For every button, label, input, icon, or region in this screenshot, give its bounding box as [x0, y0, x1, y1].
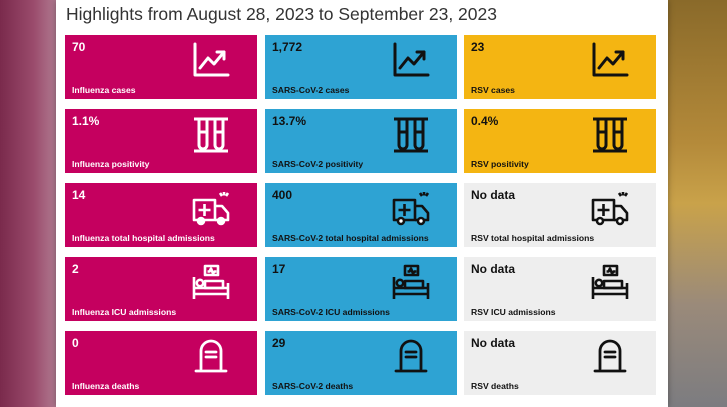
tile-label: RSV deaths	[471, 381, 519, 391]
tile-value: 1.1%	[72, 114, 100, 128]
tile-value: No data	[471, 262, 516, 276]
tile-value: 400	[272, 188, 293, 202]
ambulance-icon	[590, 189, 630, 227]
tombstone-icon	[191, 337, 231, 375]
tile-influenza-icu-admissions: 2 Influenza ICU admissions	[65, 257, 257, 321]
trend-chart-icon	[391, 41, 431, 79]
test-tubes-icon	[191, 115, 231, 153]
ambulance-icon	[191, 189, 231, 227]
tile-value: 1,772	[272, 40, 303, 54]
tile-label: RSV positivity	[471, 159, 529, 169]
hospital-bed-icon	[391, 263, 431, 301]
ambulance-icon	[391, 189, 431, 227]
page-title: Highlights from August 28, 2023 to Septe…	[66, 4, 497, 24]
trend-chart-icon	[590, 41, 630, 79]
tile-label: Influenza cases	[72, 85, 136, 95]
tombstone-icon	[391, 337, 431, 375]
tile-label: RSV total hospital admissions	[471, 233, 595, 243]
tile-influenza-cases: 70 Influenza cases	[65, 35, 257, 99]
tile-label: Influenza positivity	[72, 159, 150, 169]
background-right	[668, 0, 727, 407]
tile-value: 23	[471, 40, 485, 54]
tile-value: No data	[471, 188, 516, 202]
tile-value: 2	[72, 262, 79, 276]
tile-sars-cov-2-cases: 1,772 SARS-CoV-2 cases	[265, 35, 457, 99]
highlights-panel: Highlights from August 28, 2023 to Septe…	[56, 0, 668, 407]
tile-influenza-deaths: 0 Influenza deaths	[65, 331, 257, 395]
tile-label: SARS-CoV-2 deaths	[272, 381, 354, 391]
tile-label: Influenza deaths	[72, 381, 140, 391]
tile-sars-cov-2-positivity: 13.7% SARS-CoV-2 positivity	[265, 109, 457, 173]
tile-influenza-hospital-admissions: 14 Influenza total hospital admissions	[65, 183, 257, 247]
hospital-bed-icon	[191, 263, 231, 301]
tile-label: Influenza ICU admissions	[72, 307, 177, 317]
tile-value: 70	[72, 40, 86, 54]
tile-label: Influenza total hospital admissions	[72, 233, 215, 243]
tile-sars-cov-2-icu-admissions: 17 SARS-CoV-2 ICU admissions	[265, 257, 457, 321]
tile-rsv-positivity: 0.4% RSV positivity	[464, 109, 656, 173]
tile-value: 17	[272, 262, 286, 276]
tile-value: 0	[72, 336, 79, 350]
tile-label: SARS-CoV-2 ICU admissions	[272, 307, 390, 317]
tile-label: SARS-CoV-2 positivity	[272, 159, 364, 169]
hospital-bed-icon	[590, 263, 630, 301]
test-tubes-icon	[391, 115, 431, 153]
tile-label: RSV ICU admissions	[471, 307, 556, 317]
test-tubes-icon	[590, 115, 630, 153]
tile-rsv-icu-admissions: No data RSV ICU admissions	[464, 257, 656, 321]
trend-chart-icon	[191, 41, 231, 79]
tile-sars-cov-2-hospital-admissions: 400 SARS-CoV-2 total hospital admissions	[265, 183, 457, 247]
tile-value: No data	[471, 336, 516, 350]
tile-value: 29	[272, 336, 286, 350]
tile-label: RSV cases	[471, 85, 515, 95]
tile-value: 13.7%	[272, 114, 307, 128]
tile-sars-cov-2-deaths: 29 SARS-CoV-2 deaths	[265, 331, 457, 395]
tile-value: 0.4%	[471, 114, 499, 128]
tile-rsv-deaths: No data RSV deaths	[464, 331, 656, 395]
tile-rsv-cases: 23 RSV cases	[464, 35, 656, 99]
tile-value: 14	[72, 188, 86, 202]
tile-label: SARS-CoV-2 cases	[272, 85, 350, 95]
tile-rsv-hospital-admissions: No data RSV total hospital admissions	[464, 183, 656, 247]
tile-influenza-positivity: 1.1% Influenza positivity	[65, 109, 257, 173]
tile-label: SARS-CoV-2 total hospital admissions	[272, 233, 429, 243]
tombstone-icon	[590, 337, 630, 375]
background-left	[0, 0, 56, 407]
